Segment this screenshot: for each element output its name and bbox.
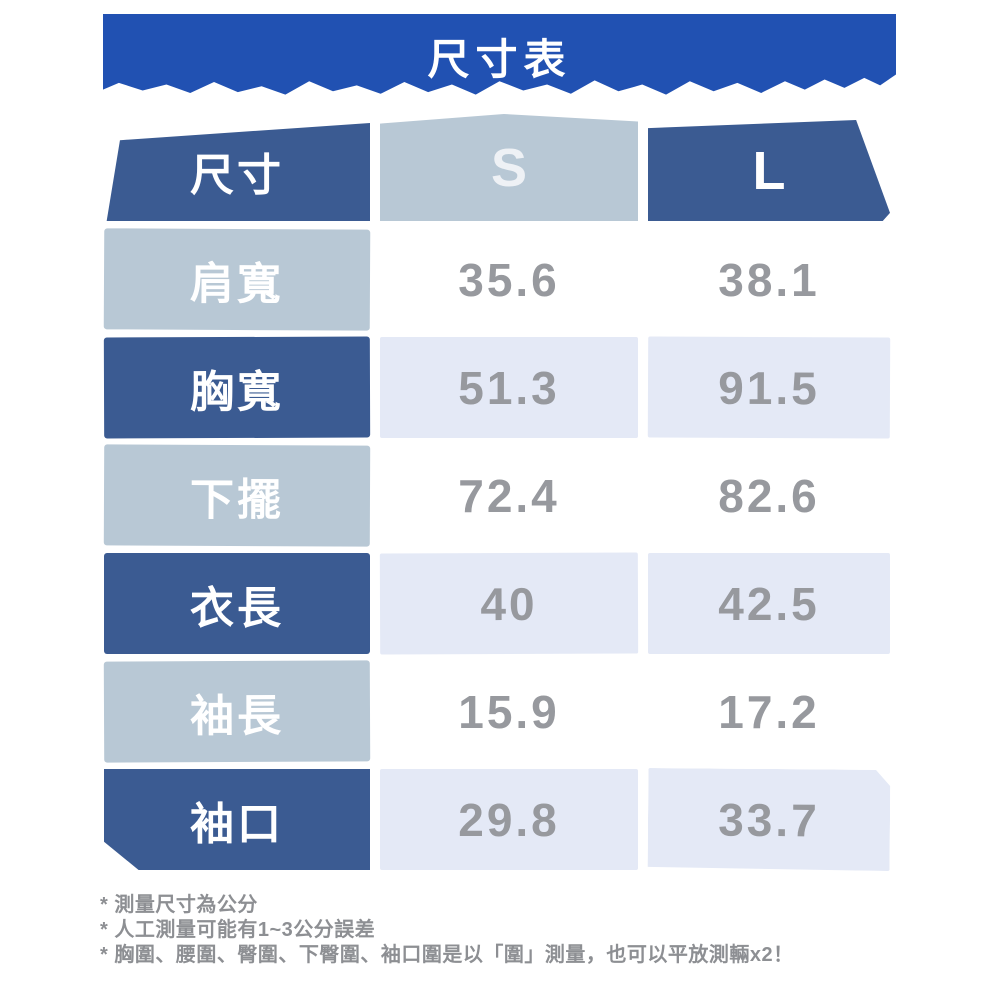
footnotes: * 測量尺寸為公分 * 人工測量可能有1~3公分誤差 * 胸圍、腰圍、臀圍、下臀… <box>100 893 960 968</box>
value-cell-l: 38.1 <box>718 253 820 306</box>
value-cell-s: 72.4 <box>458 469 560 522</box>
footnote-measure-method: * 胸圍、腰圍、臀圍、下臀圍、袖口圍是以「圍」測量，也可以平放測輛x2！ <box>100 944 794 966</box>
header-cell-size: 尺寸 <box>106 123 370 221</box>
row-label: 袖口 <box>104 769 370 870</box>
value-cell-l: 33.7 <box>648 768 891 871</box>
value-cell-l: 42.5 <box>648 553 890 654</box>
table-row-cuff: 袖口 29.8 33.7 <box>104 769 890 870</box>
row-label: 袖長 <box>103 660 371 763</box>
size-table: 尺寸 S L 肩寬 35.6 38.1 胸寬 51.3 91.5 下擺 72.4… <box>103 114 891 878</box>
page-title: 尺寸表 <box>427 36 572 83</box>
value-cell-s: 51.3 <box>380 337 638 438</box>
header-cell-l: L <box>648 120 890 221</box>
table-row-hem: 下擺 72.4 82.6 <box>103 444 890 547</box>
size-chart-banner: 尺寸表 <box>103 14 896 95</box>
footnote-tolerance: * 人工測量可能有1~3公分誤差 <box>100 919 376 941</box>
row-label: 衣長 <box>104 553 370 654</box>
value-cell-s: 29.8 <box>380 769 638 870</box>
row-label: 胸寬 <box>103 336 371 439</box>
table-row-length: 衣長 40 42.5 <box>104 552 890 655</box>
value-cell-l: 91.5 <box>647 336 891 439</box>
row-label: 下擺 <box>103 444 371 547</box>
footnote-units: * 測量尺寸為公分 <box>100 894 258 916</box>
value-cell-s: 15.9 <box>458 685 560 738</box>
table-row-shoulder: 肩寬 35.6 38.1 <box>103 228 890 331</box>
row-label: 肩寬 <box>103 228 371 331</box>
table-header-row: 尺寸 S L <box>104 114 890 221</box>
table-row-chest: 胸寬 51.3 91.5 <box>103 336 891 439</box>
value-cell-s: 40 <box>379 552 639 655</box>
table-row-sleeve-length: 袖長 15.9 17.2 <box>103 660 890 763</box>
value-cell-s: 35.6 <box>458 253 560 306</box>
value-cell-l: 17.2 <box>718 685 820 738</box>
value-cell-l: 82.6 <box>718 469 820 522</box>
header-cell-s: S <box>380 114 638 221</box>
